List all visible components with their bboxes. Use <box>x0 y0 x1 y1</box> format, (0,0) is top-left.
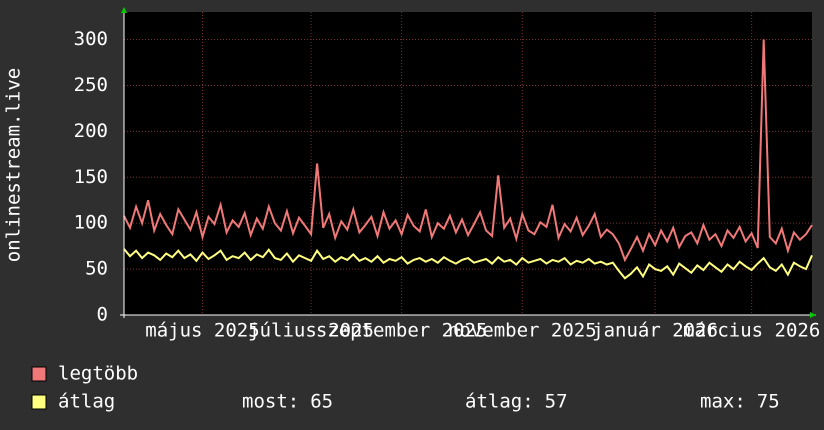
stat-value: 75 <box>757 391 780 413</box>
stat-label: max: <box>700 391 746 413</box>
x-tick-label: május 2025 <box>145 320 259 342</box>
x-tick-label: március 2026 <box>683 320 820 342</box>
x-tick-label: november 2025 <box>448 320 597 342</box>
stat-label: most: <box>242 391 299 413</box>
legend-swatch <box>31 366 47 382</box>
y-tick-label: 300 <box>74 28 108 50</box>
plot-area <box>124 12 812 315</box>
x-tick-label: január 2026 <box>592 320 718 342</box>
y-tick-label: 100 <box>74 212 108 234</box>
legend-label: legtöbb <box>58 363 138 385</box>
y-tick-label: 0 <box>97 304 108 326</box>
x-arrow <box>810 312 816 318</box>
y-axis-label: onlinestream.live <box>3 68 25 262</box>
y-tick-label: 150 <box>74 166 108 188</box>
y-tick-label: 250 <box>74 74 108 96</box>
x-tick-label: július 2025 <box>248 320 374 342</box>
x-tick-label: szeptember 2025 <box>316 320 488 342</box>
y-tick-label: 50 <box>85 258 108 280</box>
series-line <box>123 248 813 280</box>
stat-label: átlag: <box>465 391 534 413</box>
legend-swatch <box>31 394 47 410</box>
stat-value: 65 <box>310 391 333 413</box>
y-arrow <box>121 7 127 13</box>
legend-label: átlag <box>58 391 115 413</box>
y-tick-label: 200 <box>74 120 108 142</box>
stat-value: 57 <box>545 391 568 413</box>
series-line <box>123 39 813 263</box>
